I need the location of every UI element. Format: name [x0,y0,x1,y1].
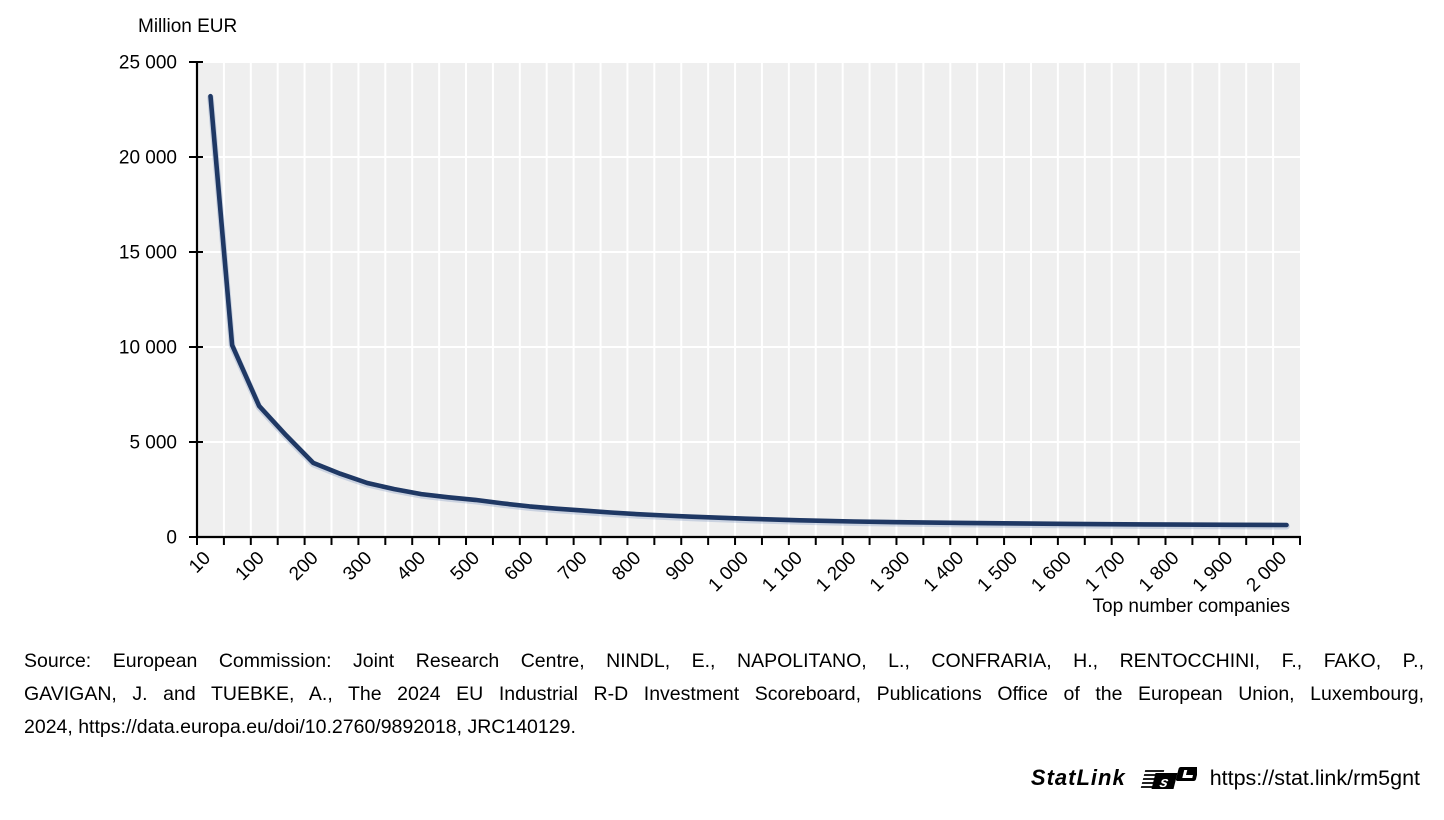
svg-text:300: 300 [339,548,376,585]
statlink-brand: StatLink [1030,765,1126,790]
line-chart: 0 5 000 10 000 15 000 20 000 25 000 10 100 200 30… [119,53,1301,596]
svg-text:25 000: 25 000 [119,53,177,74]
svg-text:1 800: 1 800 [1135,548,1183,596]
svg-text:1 300: 1 300 [866,548,914,596]
svg-text:5 000: 5 000 [129,433,177,454]
y-axis-unit-label: Million EUR [138,16,238,37]
x-axis-title: Top number companies [1092,596,1291,617]
source-text: Source: European Commission: Joint Resea… [24,645,1424,744]
svg-text:2 000: 2 000 [1243,548,1291,596]
statlink-row: StatLink s https://stat.link/rm5gnt [1031,760,1420,796]
svg-text:10 000: 10 000 [119,338,177,359]
source-line: GAVIGAN, J. and TUEBKE, A., The 2024 EU … [24,683,1424,705]
svg-text:1 600: 1 600 [1027,548,1075,596]
svg-text:500: 500 [447,548,484,585]
svg-text:200: 200 [285,548,322,585]
source-line: Source: European Commission: Joint Resea… [24,650,1424,672]
svg-text:700: 700 [554,548,591,585]
svg-text:1 100: 1 100 [758,548,806,596]
svg-text:1 000: 1 000 [705,548,753,596]
svg-text:900: 900 [662,548,699,585]
svg-text:400: 400 [393,548,430,585]
svg-text:100: 100 [232,548,269,585]
svg-text:15 000: 15 000 [119,243,177,264]
svg-text:1 500: 1 500 [974,548,1022,596]
svg-text:1 700: 1 700 [1081,548,1129,596]
svg-text:800: 800 [608,548,645,585]
source-line: 2024, https://data.europa.eu/doi/10.2760… [24,716,576,738]
svg-text:10: 10 [185,548,215,578]
svg-text:600: 600 [501,548,538,585]
statlink-icon: s [1140,767,1197,791]
svg-text:1 400: 1 400 [920,548,968,596]
svg-text:1 900: 1 900 [1189,548,1237,596]
svg-text:20 000: 20 000 [119,148,177,169]
statlink-url[interactable]: https://stat.link/rm5gnt [1209,765,1420,790]
svg-text:0: 0 [166,528,177,549]
svg-text:1 200: 1 200 [812,548,860,596]
